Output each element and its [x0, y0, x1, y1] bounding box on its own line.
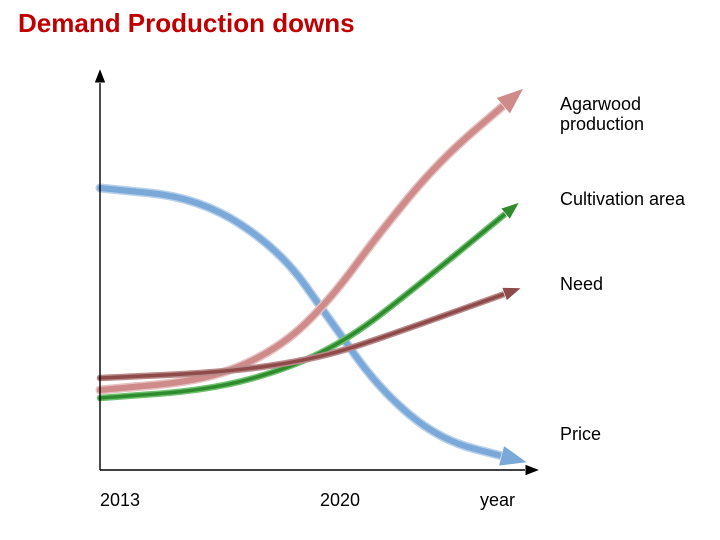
arrowhead-price	[499, 446, 528, 466]
series-need	[100, 292, 510, 378]
chart-area	[80, 70, 540, 490]
label-price: Price	[560, 425, 601, 445]
arrowhead-need	[502, 287, 521, 300]
label-cultivation-area: Cultivation area	[560, 190, 685, 210]
label-need: Need	[560, 275, 603, 295]
x-axis-label: year	[480, 490, 515, 511]
label-agarwood-production: Agarwood production	[560, 95, 700, 135]
page-title: Demand Production downs	[18, 8, 355, 39]
series-agarwood-production	[100, 100, 510, 390]
page: Demand Production downs Agarwood product…	[0, 0, 720, 540]
series-cultivation-area	[100, 210, 510, 398]
xtick-1: 2020	[320, 490, 360, 511]
chart-svg	[80, 70, 540, 490]
xtick-0: 2013	[100, 490, 140, 511]
